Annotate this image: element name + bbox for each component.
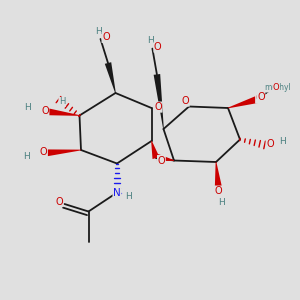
Text: H: H [279,136,286,146]
Text: O: O [55,196,63,207]
Polygon shape [228,96,257,108]
Polygon shape [154,74,164,129]
Polygon shape [215,162,222,188]
Text: O: O [41,106,49,116]
Text: O: O [266,139,274,149]
Text: O: O [154,42,162,52]
Text: H: H [25,103,31,112]
Text: O: O [273,83,279,92]
Polygon shape [105,62,116,93]
Polygon shape [151,141,160,159]
Text: O: O [154,102,162,112]
Polygon shape [45,149,81,157]
Text: methyl: methyl [264,83,291,92]
Polygon shape [157,154,174,161]
Text: O: O [158,155,165,166]
Text: N: N [113,188,121,198]
Text: H: H [96,27,102,36]
Text: H: H [59,98,65,106]
Text: O: O [102,32,110,43]
Polygon shape [46,108,80,116]
Text: O: O [256,93,263,103]
Text: H: H [24,152,30,161]
Text: H: H [125,192,132,201]
Text: H: H [218,198,225,207]
Text: O: O [214,186,222,196]
Text: O: O [257,92,265,102]
Text: O: O [40,147,47,158]
Text: O: O [182,96,189,106]
Text: H: H [147,36,153,45]
